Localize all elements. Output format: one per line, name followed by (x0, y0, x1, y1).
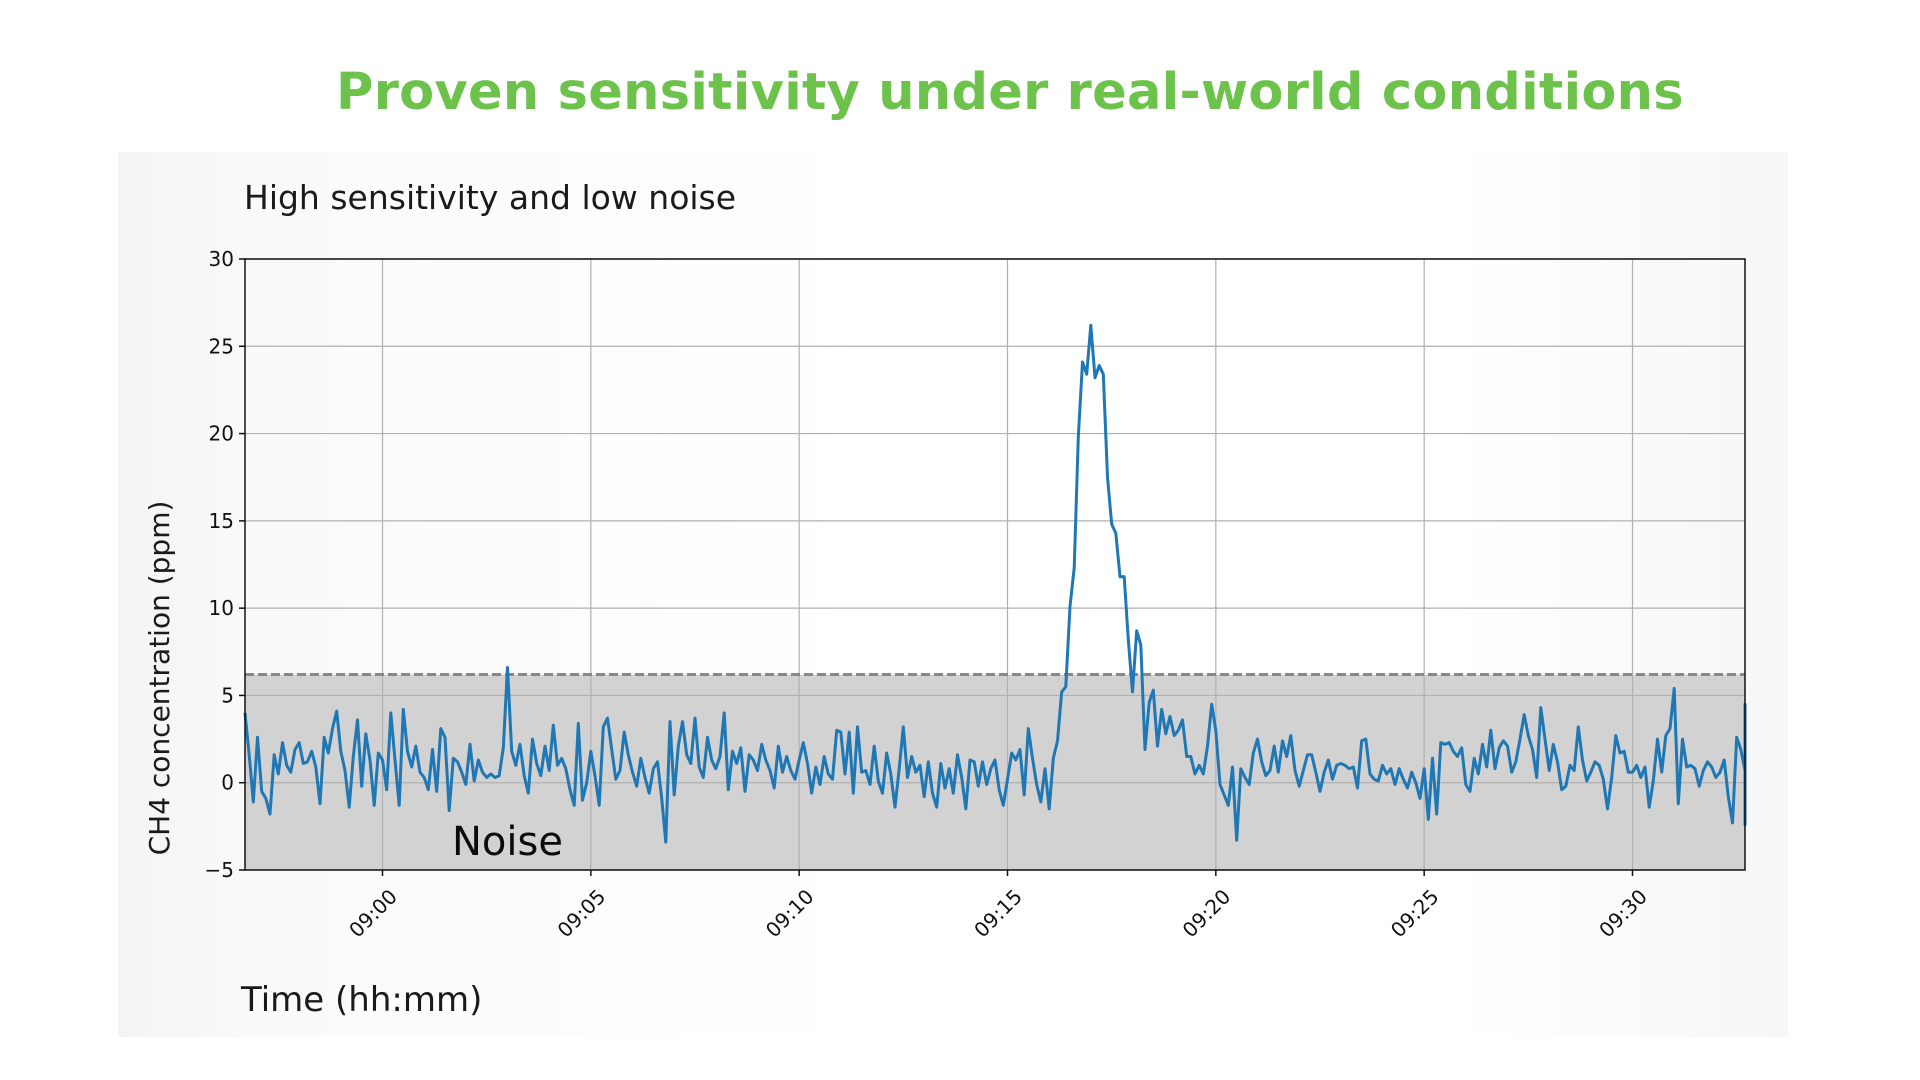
x-axis-label: Time (hh:mm) (240, 980, 482, 1020)
x-tick-label: 09:25 (1386, 884, 1444, 942)
x-tick-label: 09:20 (1178, 884, 1236, 942)
y-tick-label: 30 (209, 247, 234, 271)
y-tick-label: −5 (205, 858, 234, 882)
y-tick-label: 5 (221, 683, 234, 707)
x-tick-label: 09:30 (1594, 884, 1652, 942)
y-tick-label: 25 (209, 334, 234, 358)
y-tick-label: 15 (209, 509, 234, 533)
x-tick-label: 09:10 (761, 884, 819, 942)
noise-label: Noise (452, 819, 563, 865)
y-tick-label: 20 (209, 422, 234, 446)
noise-band (245, 674, 1745, 870)
x-tick-label: 09:00 (344, 884, 402, 942)
x-tick-label: 09:05 (553, 884, 611, 942)
plot-frame (244, 258, 1746, 871)
chart-title: High sensitivity and low noise (244, 178, 736, 217)
slide-headline: Proven sensitivity under real-world cond… (336, 63, 1684, 122)
figure-panel: 30 25 20 15 10 5 0 −5 09:00 09:05 09:10 09:15 09:20 0… (118, 152, 1788, 1037)
y-tick-label: 10 (209, 596, 234, 620)
x-tick-label: 09:15 (969, 884, 1027, 942)
y-axis-label: CH4 concentration (ppm) (143, 501, 176, 856)
ch4-concentration-chart: 30 25 20 15 10 5 0 −5 09:00 09:05 09:10 09:15 09:20 0… (143, 178, 1747, 1020)
y-tick-label: 0 (221, 771, 234, 795)
